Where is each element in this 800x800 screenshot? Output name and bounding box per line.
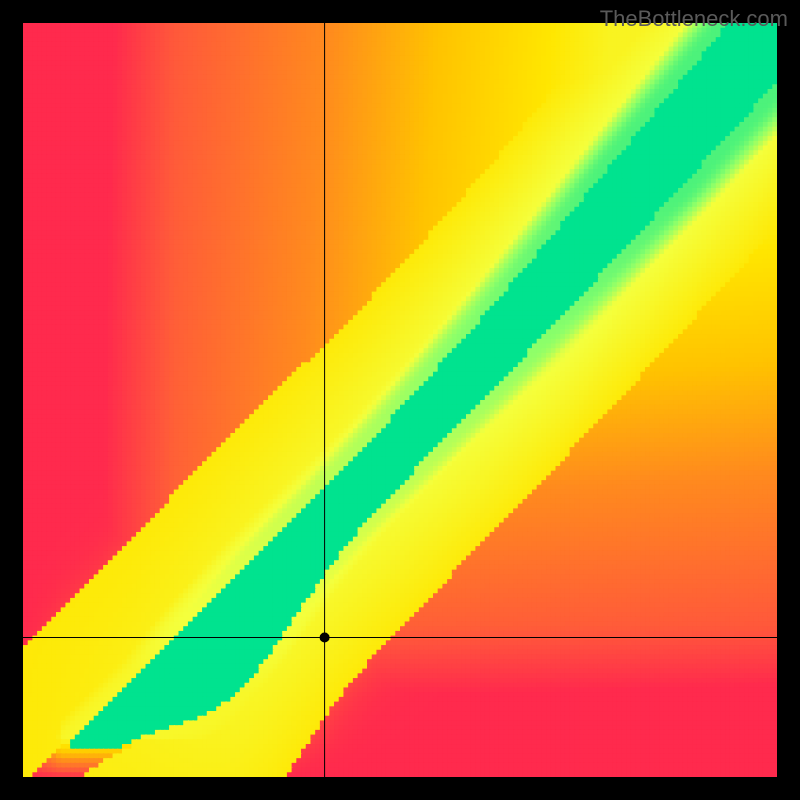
bottleneck-heatmap xyxy=(0,0,800,800)
